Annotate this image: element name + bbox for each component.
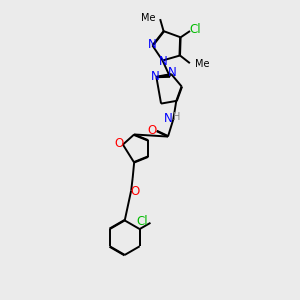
- Text: N: N: [147, 38, 156, 51]
- Text: O: O: [147, 124, 157, 137]
- Text: N: N: [164, 112, 172, 125]
- Text: O: O: [131, 185, 140, 198]
- Text: N: N: [159, 55, 167, 68]
- Text: O: O: [114, 137, 123, 151]
- Text: Cl: Cl: [136, 215, 148, 228]
- Text: Me: Me: [141, 13, 155, 23]
- Text: H: H: [173, 112, 181, 122]
- Text: Cl: Cl: [190, 23, 201, 36]
- Text: N: N: [168, 66, 177, 79]
- Text: Me: Me: [195, 59, 210, 69]
- Text: N: N: [151, 70, 160, 83]
